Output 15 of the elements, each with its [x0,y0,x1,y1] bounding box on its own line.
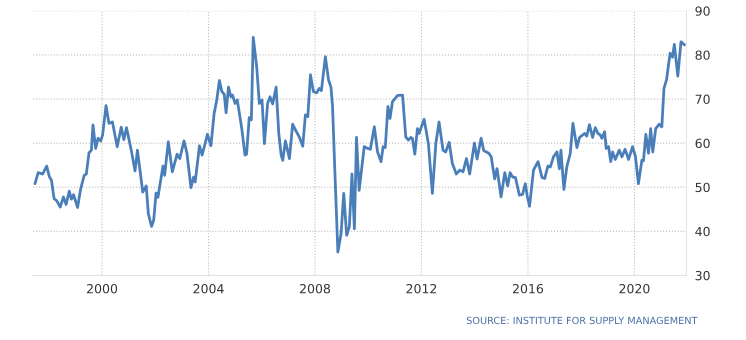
y-tick-label: 80 [696,50,710,60]
x-tick-label: 2012 [406,284,436,294]
y-tick-label: 60 [696,138,710,148]
y-tick-label: 90 [695,6,710,16]
x-tick-label: 2004 [194,284,224,294]
y-tick-label: 30 [696,270,710,280]
x-tick-label: 2016 [512,284,544,294]
x-tick-label: 2020 [619,284,650,294]
line-series [34,36,686,254]
y-tick-label: 70 [696,94,710,104]
y-tick-label: 50 [696,182,710,192]
source-note: SOURCE: INSTITUTE FOR SUPPLY MANAGEMENT [466,316,698,324]
x-tick-label: 2008 [300,284,330,294]
x-tick-label: 2000 [87,284,118,294]
y-tick-label: 40 [695,226,710,236]
